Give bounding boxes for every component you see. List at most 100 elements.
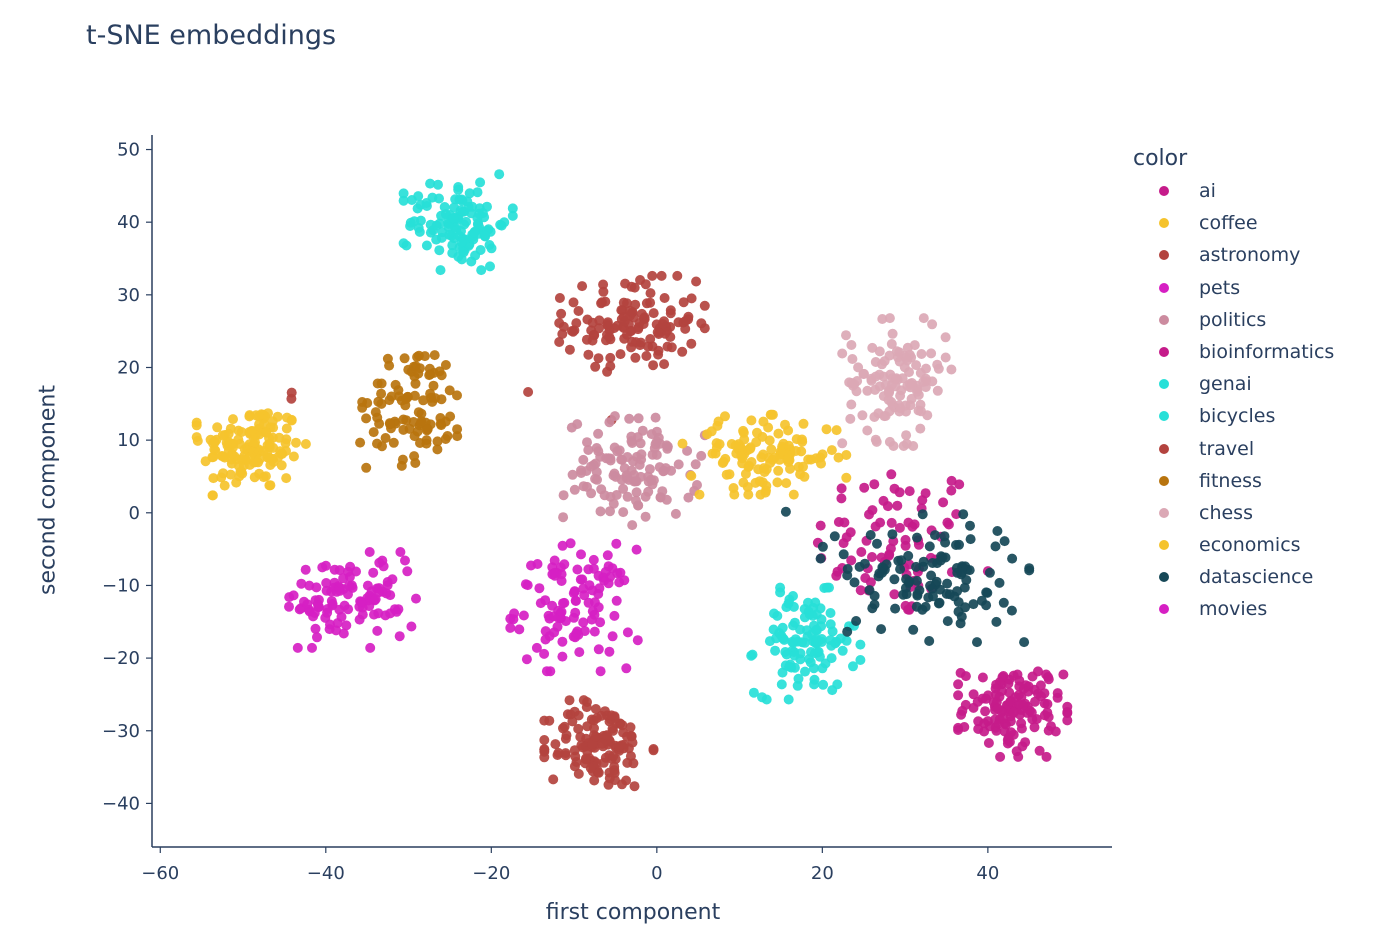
point-datascience <box>851 616 862 626</box>
point-bioinformatics <box>1041 751 1052 762</box>
point-travel <box>539 744 550 755</box>
point-datascience <box>992 526 1003 536</box>
point-fitness <box>361 462 372 473</box>
point-astronomy <box>619 316 630 327</box>
legend-item-bioinformatics[interactable]: bioinformatics <box>1133 336 1393 368</box>
point-fitness <box>384 418 395 429</box>
point-astronomy <box>645 334 656 344</box>
legend-item-ai[interactable]: ai <box>1133 175 1393 207</box>
point-datascience <box>918 561 929 572</box>
point-genai <box>799 604 810 614</box>
point-ai <box>946 475 957 486</box>
point-astronomy <box>665 332 676 342</box>
point-economics <box>694 489 705 500</box>
point-ai <box>946 485 957 496</box>
point-ai <box>836 493 847 504</box>
point-ai <box>938 497 949 508</box>
point-genai <box>818 679 829 690</box>
point-travel <box>553 747 564 758</box>
point-pets <box>574 647 585 658</box>
chart-title: t-SNE embeddings <box>86 20 337 51</box>
point-astronomy <box>656 270 667 281</box>
point-politics <box>618 483 629 494</box>
legend-item-economics[interactable]: economics <box>1133 529 1393 561</box>
point-pets <box>615 567 626 578</box>
point-fitness <box>419 351 430 362</box>
point-astronomy <box>686 338 697 349</box>
point-travel <box>597 738 608 749</box>
point-economics <box>720 453 731 464</box>
point-politics <box>582 437 592 448</box>
point-bioinformatics <box>995 751 1006 762</box>
point-fitness <box>432 436 443 447</box>
legend-item-travel[interactable]: travel <box>1133 433 1393 465</box>
point-economics <box>721 469 732 480</box>
legend-item-movies[interactable]: movies <box>1133 593 1393 625</box>
point-pets <box>593 644 604 655</box>
point-bioinformatics <box>1029 684 1040 695</box>
point-economics <box>766 444 777 455</box>
point-ai <box>882 501 893 512</box>
point-datascience <box>849 577 860 588</box>
point-ai <box>875 517 886 528</box>
point-bioinformatics <box>968 689 979 700</box>
point-politics <box>558 512 569 523</box>
point-pets <box>583 597 594 608</box>
point-chess <box>886 339 897 349</box>
point-bioinformatics <box>997 672 1008 683</box>
point-fitness <box>436 370 447 381</box>
point-bioinformatics <box>1062 701 1073 712</box>
point-ai <box>869 479 880 490</box>
point-datascience <box>951 540 961 550</box>
point-datascience <box>953 597 964 608</box>
point-bicycles <box>464 188 475 199</box>
point-politics <box>609 468 620 479</box>
point-fitness <box>361 413 372 424</box>
point-coffee <box>258 446 269 456</box>
x-tick-label: −40 <box>307 863 345 884</box>
point-movies <box>302 599 313 610</box>
point-bicycles <box>476 265 487 276</box>
point-chess <box>898 441 909 451</box>
point-datascience <box>872 538 882 549</box>
point-bicycles <box>507 203 518 214</box>
legend-item-genai[interactable]: genai <box>1133 368 1393 400</box>
point-bioinformatics <box>1034 745 1045 756</box>
point-genai <box>855 639 866 650</box>
point-economics <box>788 489 799 500</box>
y-tick-label: −10 <box>102 575 140 596</box>
point-astronomy <box>657 319 668 329</box>
point-bioinformatics <box>1008 707 1019 718</box>
y-tick-label: 20 <box>117 357 140 378</box>
point-astronomy <box>624 305 635 316</box>
point-pets <box>619 575 630 586</box>
legend-item-coffee[interactable]: coffee <box>1133 207 1393 239</box>
legend-label: economics <box>1199 534 1301 557</box>
legend-item-chess[interactable]: chess <box>1133 497 1393 529</box>
legend-item-bicycles[interactable]: bicycles <box>1133 400 1393 432</box>
point-genai <box>806 647 816 657</box>
point-movies <box>321 578 332 588</box>
point-chess <box>940 332 951 343</box>
point-astronomy <box>573 306 584 316</box>
y-tick-label: −20 <box>102 648 140 669</box>
legend-item-datascience[interactable]: datascience <box>1133 561 1393 593</box>
point-fitness <box>368 427 379 438</box>
point-pets <box>557 636 568 647</box>
point-ai <box>855 585 866 596</box>
legend-item-pets[interactable]: pets <box>1133 272 1393 304</box>
point-chess <box>878 371 889 382</box>
point-genai <box>793 673 804 684</box>
point-pets <box>547 600 558 611</box>
point-politics <box>593 428 604 439</box>
legend-item-astronomy[interactable]: astronomy <box>1133 239 1393 271</box>
point-pets <box>534 583 545 594</box>
point-genai <box>748 687 759 698</box>
point-travel <box>587 739 598 750</box>
point-coffee <box>246 426 257 437</box>
point-travel <box>569 745 580 756</box>
legend-item-politics[interactable]: politics <box>1133 304 1393 336</box>
point-datascience <box>924 541 935 552</box>
legend-label: travel <box>1199 437 1255 460</box>
legend-item-fitness[interactable]: fitness <box>1133 465 1393 497</box>
